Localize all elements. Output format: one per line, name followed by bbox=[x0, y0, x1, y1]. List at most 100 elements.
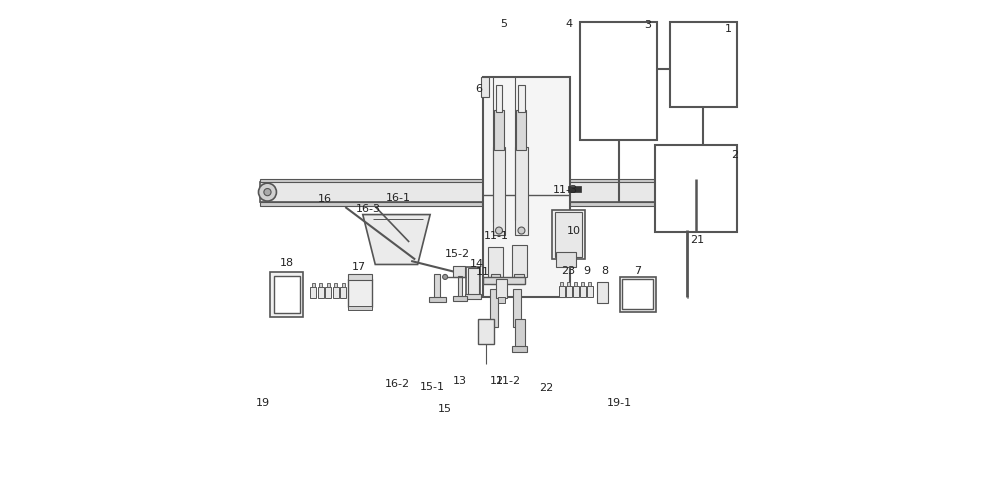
Bar bbox=[516, 110, 526, 150]
Text: 4: 4 bbox=[565, 19, 572, 29]
Bar bbox=[260, 202, 687, 206]
Bar bbox=[515, 147, 528, 235]
Text: 13: 13 bbox=[453, 376, 467, 386]
Bar bbox=[260, 182, 687, 202]
Bar bbox=[429, 297, 446, 302]
Circle shape bbox=[443, 274, 448, 279]
Text: 18: 18 bbox=[280, 258, 294, 268]
Bar bbox=[670, 22, 737, 107]
Bar bbox=[496, 279, 507, 298]
Bar bbox=[260, 179, 687, 182]
Text: 1: 1 bbox=[725, 24, 732, 34]
Text: 3: 3 bbox=[644, 20, 651, 30]
Bar bbox=[552, 210, 585, 259]
Bar bbox=[340, 287, 346, 298]
Bar bbox=[348, 306, 372, 310]
Bar bbox=[327, 283, 330, 287]
Text: 11-2: 11-2 bbox=[496, 376, 521, 386]
Bar bbox=[622, 279, 653, 309]
Text: 16-3: 16-3 bbox=[356, 204, 381, 214]
Bar bbox=[468, 268, 479, 295]
Bar bbox=[481, 77, 489, 97]
Text: 9: 9 bbox=[583, 266, 590, 276]
Text: 10: 10 bbox=[567, 226, 581, 236]
Bar bbox=[567, 282, 570, 286]
Text: 5: 5 bbox=[500, 19, 507, 29]
Bar bbox=[488, 247, 503, 277]
Bar bbox=[465, 294, 481, 299]
Bar bbox=[493, 147, 505, 235]
Polygon shape bbox=[363, 215, 430, 264]
Text: 15-1: 15-1 bbox=[420, 382, 445, 392]
Bar bbox=[342, 283, 345, 287]
Bar bbox=[458, 276, 462, 297]
Bar bbox=[483, 277, 525, 284]
Bar bbox=[515, 319, 525, 347]
Bar bbox=[494, 110, 504, 150]
Bar bbox=[453, 266, 465, 277]
Bar bbox=[581, 282, 584, 286]
Bar bbox=[498, 297, 505, 303]
Bar bbox=[580, 22, 657, 140]
Text: 11-3: 11-3 bbox=[552, 185, 577, 195]
Bar bbox=[325, 287, 331, 298]
Text: 16-2: 16-2 bbox=[385, 379, 410, 389]
Text: 16-1: 16-1 bbox=[386, 193, 411, 203]
Text: 22: 22 bbox=[539, 383, 553, 393]
Bar bbox=[348, 274, 372, 280]
Bar bbox=[566, 286, 572, 297]
Bar bbox=[574, 282, 577, 286]
Circle shape bbox=[518, 227, 525, 234]
Bar bbox=[491, 274, 500, 284]
Bar bbox=[620, 277, 656, 312]
Text: 6: 6 bbox=[476, 84, 483, 94]
Bar bbox=[312, 283, 315, 287]
Bar bbox=[318, 287, 324, 298]
Bar bbox=[333, 287, 339, 298]
Text: 11-1: 11-1 bbox=[484, 231, 509, 241]
Text: 19: 19 bbox=[256, 398, 270, 408]
Bar bbox=[453, 296, 467, 301]
Bar bbox=[310, 287, 316, 298]
Bar bbox=[512, 346, 527, 352]
Bar bbox=[348, 279, 372, 307]
Text: 14: 14 bbox=[470, 259, 484, 269]
Text: 21: 21 bbox=[691, 235, 705, 245]
Bar bbox=[560, 282, 563, 286]
Bar bbox=[434, 274, 440, 298]
Bar bbox=[518, 85, 525, 112]
Bar bbox=[466, 267, 480, 297]
Bar bbox=[568, 186, 581, 192]
Bar bbox=[573, 286, 579, 297]
Text: 15: 15 bbox=[438, 404, 452, 414]
Text: 15-2: 15-2 bbox=[445, 249, 470, 259]
Bar bbox=[597, 282, 608, 303]
Text: 16: 16 bbox=[317, 194, 331, 204]
Bar bbox=[555, 212, 582, 257]
Text: 11: 11 bbox=[476, 267, 490, 277]
Bar bbox=[556, 252, 576, 267]
Bar bbox=[559, 286, 565, 297]
Text: 8: 8 bbox=[601, 266, 608, 276]
Text: 7: 7 bbox=[634, 266, 641, 276]
Circle shape bbox=[496, 227, 502, 234]
Text: 12: 12 bbox=[490, 376, 504, 386]
Bar bbox=[274, 276, 300, 313]
Bar bbox=[490, 289, 498, 327]
Bar bbox=[496, 85, 502, 112]
Bar bbox=[514, 274, 524, 284]
Text: 19-1: 19-1 bbox=[607, 398, 632, 408]
Text: 23: 23 bbox=[561, 266, 575, 276]
Bar bbox=[655, 145, 737, 232]
Bar bbox=[512, 245, 527, 277]
Bar bbox=[334, 283, 337, 287]
Bar bbox=[587, 286, 593, 297]
Bar bbox=[270, 272, 303, 317]
Bar bbox=[588, 282, 591, 286]
Text: 2: 2 bbox=[731, 150, 738, 160]
Bar bbox=[513, 289, 521, 327]
Bar bbox=[483, 77, 570, 297]
Bar bbox=[478, 319, 494, 344]
Circle shape bbox=[264, 189, 271, 196]
Bar bbox=[580, 286, 586, 297]
